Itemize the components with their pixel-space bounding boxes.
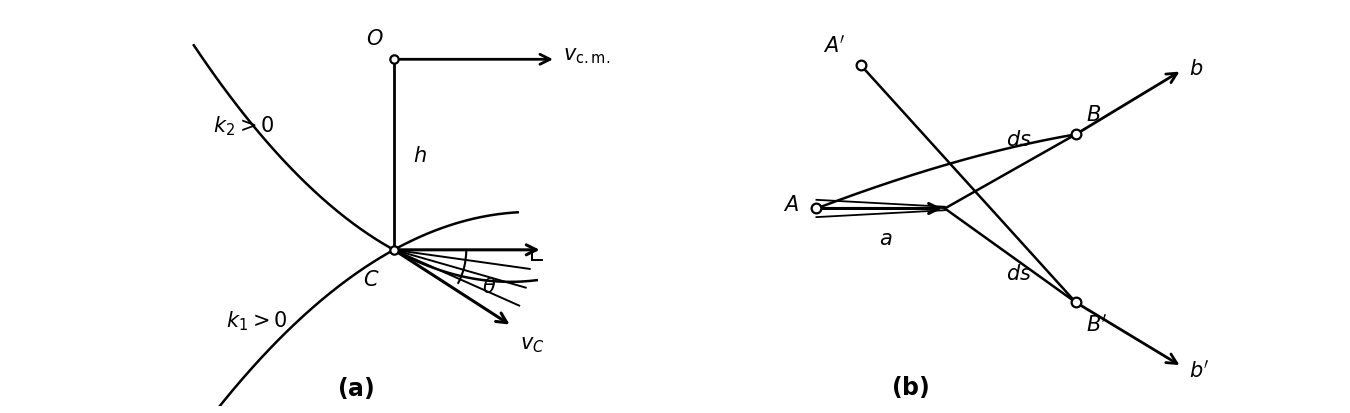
Text: $ds$: $ds$ <box>1006 263 1031 283</box>
Text: $\bf{(b)}$: $\bf{(b)}$ <box>891 373 930 399</box>
Text: $b'$: $b'$ <box>1189 358 1210 380</box>
Text: $B'$: $B'$ <box>1085 313 1107 335</box>
Text: $\bf{(a)}$: $\bf{(a)}$ <box>338 374 374 400</box>
Text: $k_2 > 0$: $k_2 > 0$ <box>213 114 274 138</box>
Text: $h$: $h$ <box>413 145 427 165</box>
Text: $A'$: $A'$ <box>824 34 846 56</box>
Text: $v_{\rm c.m.}$: $v_{\rm c.m.}$ <box>563 46 610 66</box>
Text: $B$: $B$ <box>1085 105 1100 125</box>
Text: $A$: $A$ <box>783 194 799 214</box>
Text: $a$: $a$ <box>879 229 892 249</box>
Text: $b$: $b$ <box>1189 59 1204 78</box>
Text: $k_1 > 0$: $k_1 > 0$ <box>227 308 288 332</box>
Text: $ds$: $ds$ <box>1006 130 1031 150</box>
Text: $O$: $O$ <box>366 29 383 49</box>
Text: $\theta$: $\theta$ <box>482 277 497 297</box>
Text: $v_C$: $v_C$ <box>520 334 544 354</box>
Text: $C$: $C$ <box>363 269 379 289</box>
